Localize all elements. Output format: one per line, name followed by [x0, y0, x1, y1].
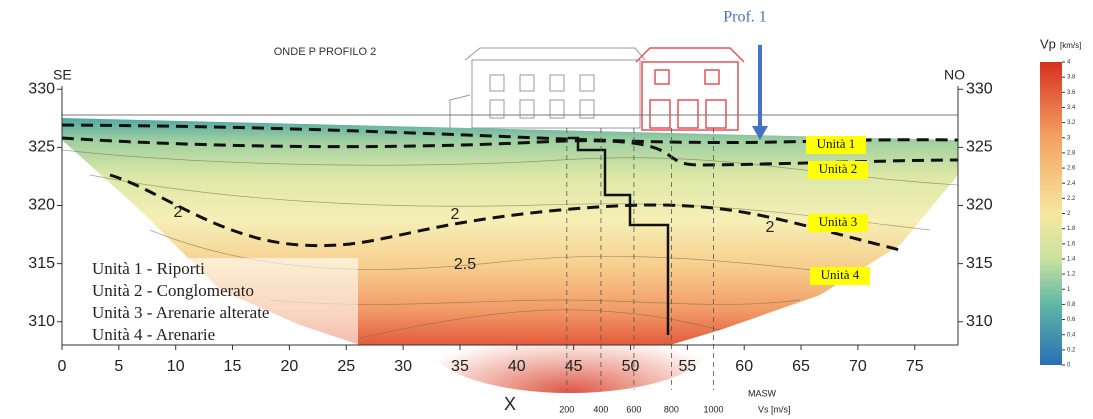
y-tick-label: 325 — [28, 139, 55, 156]
x-tick-label: 30 — [394, 358, 412, 375]
y-tick-label: 320 — [28, 197, 55, 214]
x-tick-label: 75 — [906, 358, 924, 375]
page: Prof. 1 ONDE P PROFILO 2 SE NO X Unità 1… — [0, 0, 1093, 419]
colorbar-tick-label: 1.8 — [1067, 226, 1076, 232]
building — [450, 48, 645, 128]
colorbar-tick-label: 3.6 — [1067, 90, 1076, 96]
colorbar-tick-label: 3.4 — [1067, 105, 1076, 111]
right-label: NO — [944, 67, 965, 83]
x-tick-label: 55 — [678, 358, 696, 375]
colorbar-tick-label: 3.8 — [1067, 75, 1076, 81]
contour-label: 2.5 — [454, 256, 476, 273]
y-tick-label: 310 — [28, 313, 55, 330]
masw-unit: Vs [m/s] — [758, 404, 791, 414]
x-tick-label: 25 — [337, 358, 355, 375]
y-tick-label: 330 — [28, 80, 55, 97]
x-tick-label: 5 — [114, 358, 123, 375]
colorbar-tick-label: 2.6 — [1067, 166, 1076, 172]
colorbar-tick-label: 1.2 — [1067, 272, 1076, 278]
colorbar-tick-label: 3.2 — [1067, 120, 1076, 126]
contour-label: 2 — [766, 219, 775, 236]
colorbar-tick-label: 0 — [1067, 363, 1071, 369]
x-tick-label: 15 — [224, 358, 242, 375]
legend-entry: Unità 1 - Riporti — [92, 259, 205, 278]
x-tick-label: 35 — [451, 358, 469, 375]
masw-tick-label: 1000 — [703, 404, 723, 414]
x-tick-label: 10 — [167, 358, 185, 375]
x-tick-label: 0 — [58, 358, 67, 375]
colorbar-tick-label: 0.8 — [1067, 302, 1076, 308]
x-tick-label: 50 — [622, 358, 640, 375]
colorbar — [1040, 62, 1062, 365]
colorbar-tick-label: 1.6 — [1067, 241, 1076, 247]
y-tick-label-right: 325 — [966, 139, 993, 156]
legend-entry: Unità 2 - Conglomerato — [92, 281, 254, 300]
colorbar-tick-label: 0.6 — [1067, 317, 1076, 323]
x-tick-label: 60 — [735, 358, 753, 375]
colorbar-tick-label: 4 — [1067, 60, 1071, 66]
legend-entry: Unità 4 - Arenarie — [92, 325, 215, 344]
unit-label: Unità 3 — [819, 214, 858, 229]
contour-label: 2 — [174, 204, 183, 221]
masw-tick-label: 800 — [664, 404, 679, 414]
contour-label: 2 — [451, 206, 460, 223]
colorbar-tick-label: 0.2 — [1067, 347, 1076, 353]
colorbar-tick-label: 2.8 — [1067, 150, 1076, 156]
chart-title: ONDE P PROFILO 2 — [274, 46, 377, 58]
chart: Prof. 1 ONDE P PROFILO 2 SE NO X Unità 1… — [0, 0, 1093, 419]
x-axis-label: X — [504, 394, 516, 414]
x-tick-label: 45 — [565, 358, 583, 375]
masw-tick-label: 400 — [593, 404, 608, 414]
colorbar-tick-label: 2.2 — [1067, 196, 1076, 202]
profile-label: Prof. 1 — [723, 9, 767, 26]
unit-label: Unità 2 — [819, 161, 858, 176]
x-tick-label: 40 — [508, 358, 526, 375]
colorbar-tick-label: 3 — [1067, 135, 1071, 141]
y-tick-label-right: 310 — [966, 313, 993, 330]
y-tick-label-right: 320 — [966, 197, 993, 214]
colorbar-tick-label: 2.4 — [1067, 181, 1076, 187]
masw-tick-label: 200 — [559, 404, 574, 414]
y-tick-label-right: 330 — [966, 80, 993, 97]
colorbar-tick-label: 2 — [1067, 211, 1071, 217]
colorbar-tick-label: 1 — [1067, 287, 1071, 293]
masw-label: MASW — [748, 388, 777, 398]
unit-label: Unità 4 — [821, 267, 860, 282]
x-tick-label: 70 — [849, 358, 867, 375]
colorbar-tick-label: 0.4 — [1067, 332, 1076, 338]
left-label: SE — [53, 67, 72, 83]
y-tick-label: 315 — [28, 255, 55, 272]
masw-tick-label: 600 — [626, 404, 641, 414]
legend-entry: Unità 3 - Arenarie alterate — [92, 303, 269, 322]
unit-label: Unità 1 — [817, 136, 856, 151]
x-tick-label: 20 — [281, 358, 299, 375]
colorbar-unit: [km/s] — [1060, 41, 1081, 50]
colorbar-tick-label: 1.4 — [1067, 257, 1076, 263]
colorbar-title: Vp — [1040, 36, 1056, 51]
x-tick-label: 65 — [792, 358, 810, 375]
house — [636, 48, 744, 130]
y-tick-label-right: 315 — [966, 255, 993, 272]
